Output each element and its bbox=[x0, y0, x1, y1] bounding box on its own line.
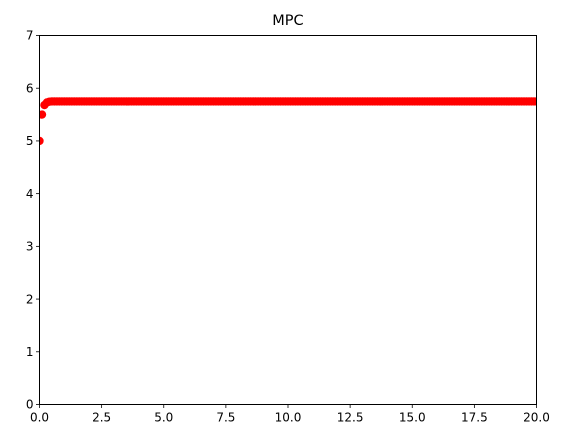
x-tick-label: 2.5 bbox=[92, 411, 111, 425]
x-tick-label: 17.5 bbox=[461, 411, 488, 425]
x-tick-label: 0.0 bbox=[30, 411, 49, 425]
plot-area bbox=[39, 35, 537, 405]
data-point bbox=[532, 97, 537, 106]
x-tick-label: 10.0 bbox=[275, 411, 302, 425]
chart-title: MPC bbox=[272, 13, 303, 29]
y-tick-label: 0 bbox=[26, 398, 34, 412]
x-tick-label: 20.0 bbox=[523, 411, 550, 425]
y-tick-label: 6 bbox=[26, 81, 34, 95]
y-tick-label: 2 bbox=[26, 292, 34, 306]
y-tick-label: 1 bbox=[26, 345, 34, 359]
y-tick-label: 7 bbox=[26, 29, 34, 43]
x-tick-label: 5.0 bbox=[154, 411, 173, 425]
y-tick-label: 3 bbox=[26, 240, 34, 254]
y-tick-label: 5 bbox=[26, 134, 34, 148]
x-axis: 0.0 2.5 5.0 7.5 10.0 12.5 15.0 17.5 20.0 bbox=[30, 404, 550, 425]
x-tick-label: 7.5 bbox=[216, 411, 235, 425]
data-points bbox=[39, 97, 537, 146]
x-tick-label: 12.5 bbox=[337, 411, 364, 425]
x-tick-label: 15.0 bbox=[399, 411, 426, 425]
data-point bbox=[39, 110, 47, 119]
y-tick-label: 4 bbox=[26, 187, 34, 201]
data-point bbox=[39, 136, 44, 146]
y-axis: 0 1 2 3 4 5 6 7 bbox=[26, 29, 40, 412]
